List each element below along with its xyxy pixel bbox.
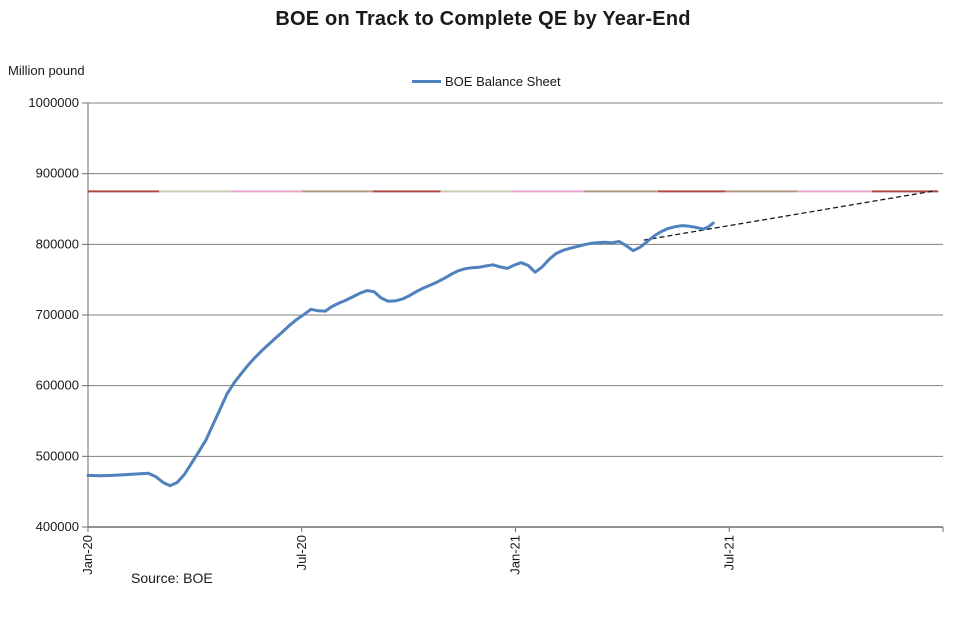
y-tick-label: 500000: [36, 448, 79, 463]
legend-line-swatch: [412, 80, 441, 83]
y-axis-unit-label: Million pound: [8, 63, 85, 78]
y-tick-label: 400000: [36, 519, 79, 534]
legend-label: BOE Balance Sheet: [445, 74, 561, 89]
chart-title: BOE on Track to Complete QE by Year-End: [275, 8, 691, 30]
projection-dashed-line: [643, 189, 936, 241]
x-tick-label: Jul-20: [294, 535, 309, 570]
y-tick-label: 1000000: [28, 95, 79, 110]
source-note: Source: BOE: [131, 570, 213, 586]
x-tick-label: Jan-20: [80, 535, 95, 575]
balance-sheet-line: [86, 221, 715, 488]
legend: BOE Balance Sheet: [412, 74, 561, 89]
y-tick-label: 800000: [36, 236, 79, 251]
y-tick-label: 900000: [36, 166, 79, 181]
x-tick-label: Jan-21: [508, 535, 523, 575]
y-tick-label: 600000: [36, 378, 79, 393]
y-tick-label: 700000: [36, 307, 79, 322]
x-tick-label: Jul-21: [721, 535, 736, 570]
